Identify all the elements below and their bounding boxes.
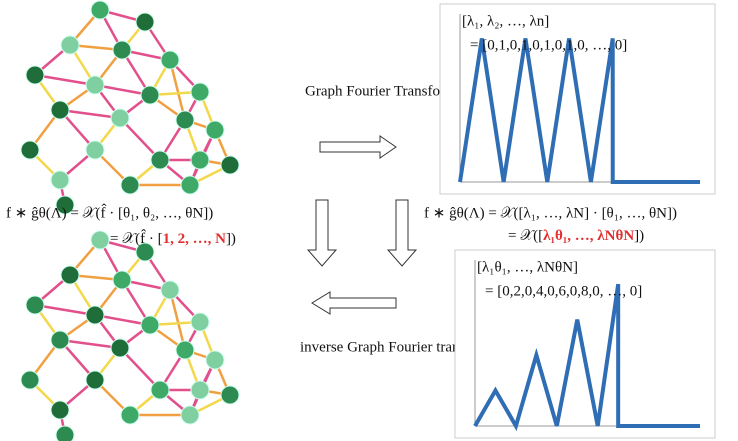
graph-node (176, 341, 194, 359)
graph-node (51, 171, 69, 189)
plot-subtitle: = [0,1,0,1,0,1,0,1,0, …, 0] (470, 37, 627, 53)
graph-node (206, 351, 224, 369)
graph-node (26, 66, 44, 84)
graph-node (21, 141, 39, 159)
graph-node (91, 231, 109, 249)
plot-title: [λ₁θ₁, …, λNθN] (477, 259, 578, 275)
graph-node (113, 271, 131, 289)
down-arrow (388, 200, 416, 266)
graph-node (141, 86, 159, 104)
formula: = 𝒳(f̂ · [1, 2, …, N]) (110, 230, 236, 248)
formula: f ∗ ĝθ(Λ) = 𝒳(f̂ · [θ₁, θ₂, …, θN]) (6, 204, 213, 222)
graph-node (221, 386, 239, 404)
graph-node (191, 83, 209, 101)
graph-node (136, 13, 154, 31)
plot-frame (455, 250, 715, 438)
graph-node (151, 381, 169, 399)
graph-node (181, 176, 199, 194)
graph-node (61, 36, 79, 54)
formula: = 𝒳([λ₁θ₁, …, λNθN]) (508, 228, 644, 244)
graph-node (191, 313, 209, 331)
formula: f ∗ ĝθ(Λ) = 𝒳([λ₁, …, λN] · [θ₁, …, θN]) (424, 205, 677, 221)
formula-part: = 𝒳([ (508, 228, 543, 244)
graph-node (151, 151, 169, 169)
graph-node (61, 266, 79, 284)
graph-node (161, 51, 179, 69)
formula-part: ]) (226, 231, 236, 247)
graph-node (121, 406, 139, 424)
graph-node (86, 371, 104, 389)
graph-node (51, 401, 69, 419)
graph-node (221, 156, 239, 174)
graph-node (176, 111, 194, 129)
left-arrow (312, 292, 396, 314)
graph-node (111, 339, 129, 357)
graph-node (206, 121, 224, 139)
graph-node (91, 1, 109, 19)
graph-node (86, 76, 104, 94)
graph-node (161, 281, 179, 299)
graph-node (141, 316, 159, 334)
graph-node (86, 306, 104, 324)
graph-node (113, 41, 131, 59)
diagram: Graph Fourier Transform inverse Graph Fo… (0, 0, 738, 441)
graph-node (181, 406, 199, 424)
graph-node (86, 141, 104, 159)
down-arrow (308, 200, 336, 266)
graph-node (191, 381, 209, 399)
plot-title: [λ₁, λ₂, …, λn] (462, 13, 549, 29)
right-arrow (320, 136, 396, 158)
formula-highlight: λ₁θ₁, …, λNθN (543, 228, 634, 244)
graph-node (191, 151, 209, 169)
graph-node (21, 371, 39, 389)
graph-node (51, 101, 69, 119)
formula-highlight: 1, 2, …, N (163, 231, 227, 247)
graph-node (26, 296, 44, 314)
graph-node (111, 109, 129, 127)
plot-subtitle: = [0,2,0,4,0,6,0,8,0, …, 0] (485, 283, 642, 299)
formula-part: = 𝒳(f̂ · [ (110, 230, 163, 248)
graph-node (121, 176, 139, 194)
forward-label: Graph Fourier Transform (305, 83, 457, 99)
formula-part: ]) (634, 228, 644, 244)
graph-node (51, 331, 69, 349)
graph-node (56, 426, 74, 441)
